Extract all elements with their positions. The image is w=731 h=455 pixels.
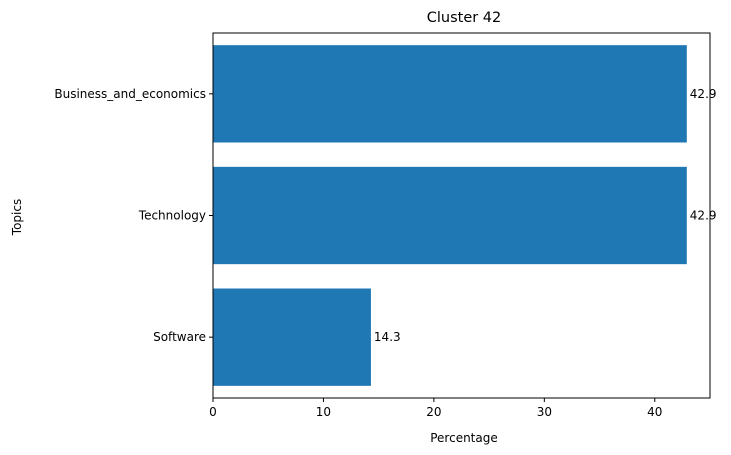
x-tick-label-1: 10 [316,405,331,419]
x-tick-label-2: 20 [426,405,441,419]
x-axis-label: Percentage [430,431,498,445]
x-tick-label-4: 40 [647,405,662,419]
x-tick-label-0: 0 [209,405,217,419]
data-label-1: 42.9 [690,209,717,223]
y-axis-label: Topics [10,199,24,236]
bar-2 [213,288,371,386]
y-tick-label-0: Business_and_economics [54,87,206,101]
bar-0 [213,45,687,143]
bars-group [213,45,687,386]
x-tick-label-3: 30 [537,405,552,419]
x-axis-ticks: 0 10 20 30 40 [209,398,662,419]
y-tick-label-2: Software [153,330,206,344]
bar-1 [213,166,687,265]
y-tick-label-1: Technology [138,209,206,223]
y-axis-ticks: Business_and_economics Technology Software [54,87,213,344]
chart-title: Cluster 42 [427,10,502,26]
data-label-2: 14.3 [374,330,401,344]
plot-area-frame [212,32,711,399]
data-label-0: 42.9 [690,87,717,101]
